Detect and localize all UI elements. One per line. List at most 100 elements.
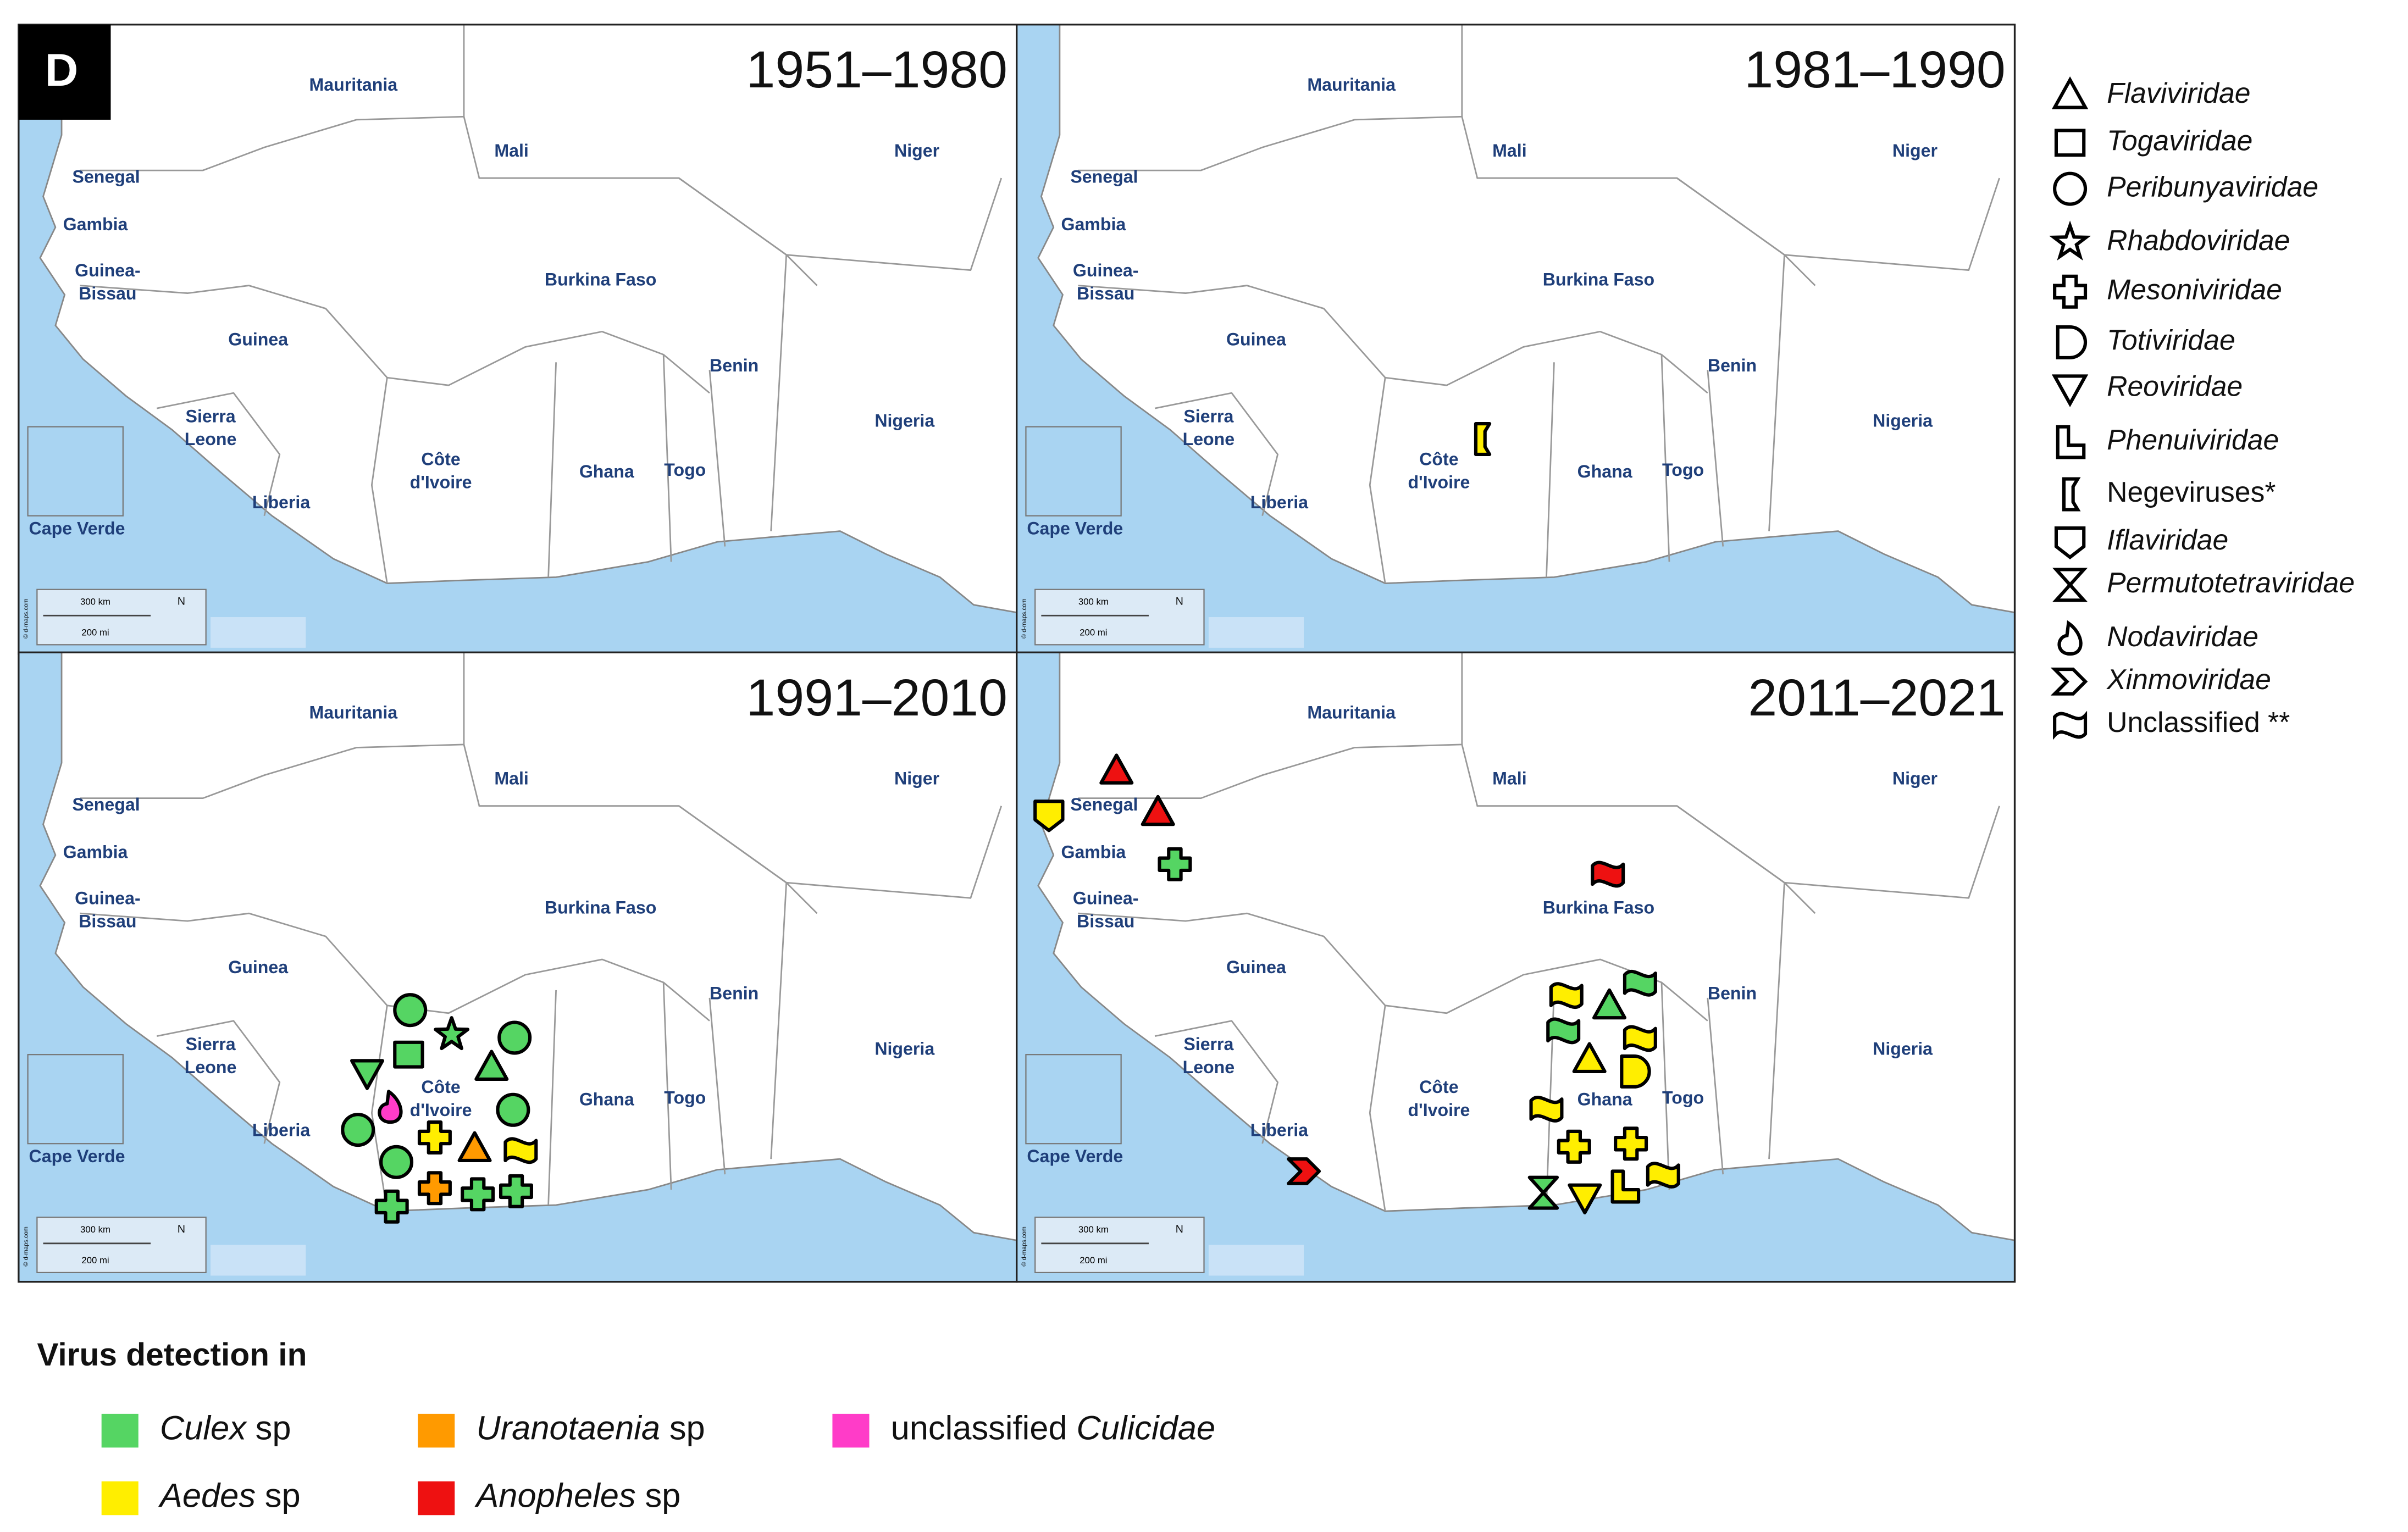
legend-symbol (2054, 526, 2086, 559)
virus-marker (417, 1171, 452, 1206)
north: N (178, 1223, 185, 1235)
country-label: Benin (1708, 984, 1757, 1003)
country-label: Liberia (252, 492, 311, 512)
virus-marker (496, 1092, 530, 1127)
country-label: Côte (421, 1077, 460, 1097)
border (1676, 805, 2000, 899)
virus-marker (393, 993, 428, 1028)
vector-label-part: Anopheles (474, 1477, 635, 1515)
virus-marker (1549, 982, 1584, 1009)
vector-swatch (418, 1413, 455, 1448)
vector-label: Anopheles sp (474, 1477, 680, 1515)
country-label: Senegal (1070, 167, 1138, 187)
legend-symbol (2051, 76, 2089, 109)
map-panels: 300 km 200 mi N © d-maps.com Mauritania Mali N… (18, 24, 2016, 1283)
border (662, 354, 672, 562)
scale-box (36, 1217, 207, 1274)
country-label: Benin (1708, 356, 1757, 375)
virus-marker (1568, 1183, 1602, 1215)
vector-swatch (418, 1481, 455, 1516)
border (1768, 254, 1785, 531)
country-label: Sierra (186, 1034, 236, 1054)
vector-swatch (101, 1413, 139, 1448)
vector-label-part: unclassified (891, 1409, 1067, 1447)
map-panel: 300 km 200 mi N © d-maps.com Mauritania Mali N… (1016, 24, 2016, 655)
vector-label-part: sp (256, 1409, 291, 1447)
legend-label: Totiviridae (2107, 324, 2235, 356)
country-label: Liberia (252, 1120, 311, 1140)
border (708, 997, 726, 1175)
virus-marker (1099, 753, 1134, 785)
country-label: d'Ivoire (1408, 472, 1470, 492)
scale-mi: 200 mi (1080, 628, 1107, 638)
country-label: Mali (494, 141, 528, 160)
legend-label: Rhabdoviridae (2107, 224, 2290, 256)
virus-marker (378, 1090, 403, 1124)
inset-box (1025, 426, 1122, 517)
border (370, 1005, 388, 1212)
scale-mi: 200 mi (1080, 1255, 1107, 1265)
country-label: Nigeria (874, 1039, 935, 1058)
legend-symbol (2057, 620, 2083, 656)
virus-marker (1623, 969, 1657, 997)
country-label: Benin (710, 356, 759, 375)
land (39, 651, 1018, 1241)
country-label: Guinea- (1073, 260, 1139, 280)
virus-marker (1620, 1054, 1651, 1089)
country-label: Guinea (1226, 957, 1287, 977)
scale-km: 300 km (80, 597, 110, 607)
country-label: Liberia (1250, 1120, 1309, 1140)
vector-label: unclassified Culicidae (891, 1409, 1216, 1447)
legend-symbol (2054, 129, 2086, 157)
north: N (178, 596, 185, 608)
scale-mi: 200 mi (81, 628, 109, 638)
blue-tab (211, 617, 306, 648)
country-label: Ghana (1577, 1089, 1633, 1109)
virus-marker (1572, 1042, 1607, 1073)
border (708, 370, 726, 547)
virus-marker (1614, 1126, 1648, 1161)
country-label: Gambia (1061, 214, 1126, 234)
credit: © d-maps.com (1021, 598, 1027, 639)
vector-legend-title: Virus detection in (37, 1337, 307, 1373)
country-label: Côte (421, 449, 460, 469)
virus-marker (1646, 1162, 1680, 1189)
scale-box (36, 589, 207, 646)
legend-symbol (2053, 274, 2088, 309)
legend-label: Unclassified ** (2107, 706, 2290, 738)
country-label: Senegal (1070, 795, 1138, 814)
border (1078, 24, 1463, 171)
virus-marker (1158, 847, 1192, 881)
country-label: Cape Verde (29, 518, 125, 538)
border (678, 177, 1003, 271)
legend-label: Reoviridae (2107, 370, 2243, 402)
panel-label: D (45, 44, 79, 96)
country-label: Niger (1892, 141, 1938, 160)
legend-symbol (2062, 477, 2081, 512)
country-label: Guinea- (1073, 889, 1139, 908)
virus-marker (474, 1050, 509, 1081)
legend-symbol (2056, 425, 2086, 459)
country-label: Mauritania (309, 75, 398, 95)
inset-box (1025, 1054, 1122, 1145)
country-label: Sierra (186, 406, 236, 426)
virus-marker (1592, 988, 1627, 1020)
legend-symbol (2050, 667, 2088, 696)
blue-tab (211, 1245, 306, 1276)
country-label: Ghana (579, 462, 635, 481)
country-label: Mauritania (1307, 703, 1396, 723)
country-label: Ghana (1577, 462, 1633, 481)
virus-marker (461, 1177, 495, 1212)
virus-marker (1623, 1025, 1657, 1052)
country-label: Burkina Faso (1543, 897, 1654, 917)
virus-marker (503, 1137, 538, 1164)
country-label: Mali (1492, 769, 1526, 789)
scale-km: 300 km (80, 1224, 110, 1235)
border (1660, 982, 1670, 1190)
country-label: Liberia (1250, 492, 1309, 512)
virus-marker (497, 1020, 532, 1055)
country-label: Guinea- (75, 260, 141, 280)
land (1037, 24, 2016, 614)
legend-label: Permutotetraviridae (2107, 567, 2355, 598)
country-label: Mali (1492, 141, 1526, 160)
